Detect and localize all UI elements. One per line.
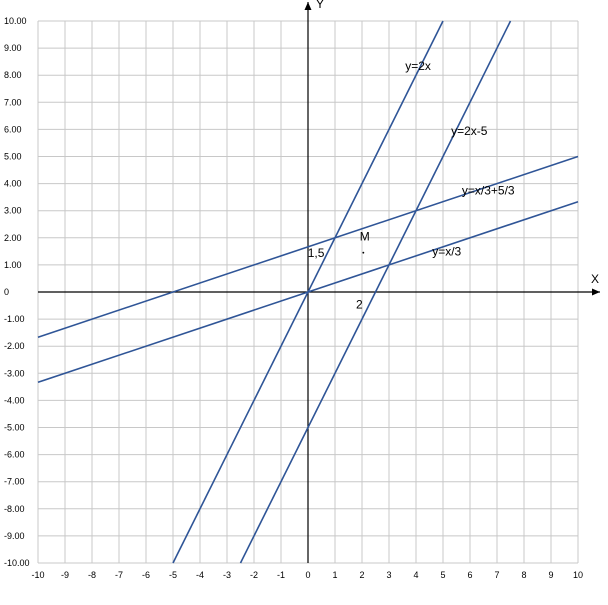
y-axis-label: Y bbox=[316, 0, 324, 11]
y-axis-arrow bbox=[304, 2, 312, 10]
x-axis-label: X bbox=[591, 272, 599, 286]
x-tick-label: 6 bbox=[467, 570, 472, 580]
series-line bbox=[37, 155, 579, 338]
y-tick-label: 0 bbox=[4, 287, 9, 297]
series-line bbox=[37, 200, 579, 384]
x-tick-label: -6 bbox=[142, 570, 150, 580]
x-tick-label: 10 bbox=[573, 570, 583, 580]
x-tick-label: 4 bbox=[413, 570, 418, 580]
y-tick-label: 6.00 bbox=[4, 124, 22, 134]
annotation: M bbox=[360, 230, 370, 244]
series-line bbox=[239, 20, 512, 564]
x-tick-label: 3 bbox=[386, 570, 391, 580]
x-tick-label: 8 bbox=[521, 570, 526, 580]
x-tick-label: -7 bbox=[115, 570, 123, 580]
x-tick-label: -10 bbox=[31, 570, 44, 580]
y-tick-label: 1.00 bbox=[4, 260, 22, 270]
x-tick-label: 1 bbox=[332, 570, 337, 580]
x-tick-label: 5 bbox=[440, 570, 445, 580]
y-tick-label: 10.00 bbox=[4, 16, 27, 26]
x-tick-label: 9 bbox=[548, 570, 553, 580]
x-tick-label: -5 bbox=[169, 570, 177, 580]
y-tick-label: 7.00 bbox=[4, 97, 22, 107]
annotation: 1,5 bbox=[308, 246, 325, 260]
x-tick-label: 2 bbox=[359, 570, 364, 580]
y-tick-label: -2.00 bbox=[4, 341, 25, 351]
x-axis-arrow bbox=[592, 288, 600, 296]
series-label: y=x/3 bbox=[432, 244, 461, 258]
y-tick-label: 3.00 bbox=[4, 206, 22, 216]
series-label: y=2x-5 bbox=[451, 124, 488, 138]
y-tick-label: -5.00 bbox=[4, 423, 25, 433]
y-tick-label: 5.00 bbox=[4, 152, 22, 162]
x-tick-label: -8 bbox=[88, 570, 96, 580]
y-tick-label: -7.00 bbox=[4, 477, 25, 487]
labels: -10 -9 -8 -7 -6 -5 -4 -3 -2 -1 0 1 2 3 4 5 6 7 8 9 1010.009.… bbox=[4, 0, 599, 580]
x-tick-label: -9 bbox=[61, 570, 69, 580]
y-tick-label: 4.00 bbox=[4, 179, 22, 189]
axes bbox=[38, 2, 600, 563]
y-tick-label: -6.00 bbox=[4, 450, 25, 460]
x-tick-label: -4 bbox=[196, 570, 204, 580]
y-tick-label: -10.00 bbox=[4, 558, 30, 568]
x-tick-label: -2 bbox=[250, 570, 258, 580]
y-tick-label: -4.00 bbox=[4, 395, 25, 405]
y-tick-label: 9.00 bbox=[4, 43, 22, 53]
annotation: 2 bbox=[356, 297, 363, 311]
y-tick-label: 2.00 bbox=[4, 233, 22, 243]
y-tick-label: -9.00 bbox=[4, 531, 25, 541]
series-label: y=2x bbox=[405, 59, 431, 73]
x-tick-label: -3 bbox=[223, 570, 231, 580]
x-tick-label: 7 bbox=[494, 570, 499, 580]
x-tick-label: -1 bbox=[277, 570, 285, 580]
series-label: y=x/3+5/3 bbox=[462, 183, 515, 197]
y-tick-label: -8.00 bbox=[4, 504, 25, 514]
y-tick-label: 8.00 bbox=[4, 70, 22, 80]
x-tick-label: 0 bbox=[305, 570, 310, 580]
y-tick-label: -1.00 bbox=[4, 314, 25, 324]
y-tick-label: -3.00 bbox=[4, 368, 25, 378]
point-m-marker bbox=[362, 251, 365, 254]
series-lines bbox=[37, 20, 579, 564]
